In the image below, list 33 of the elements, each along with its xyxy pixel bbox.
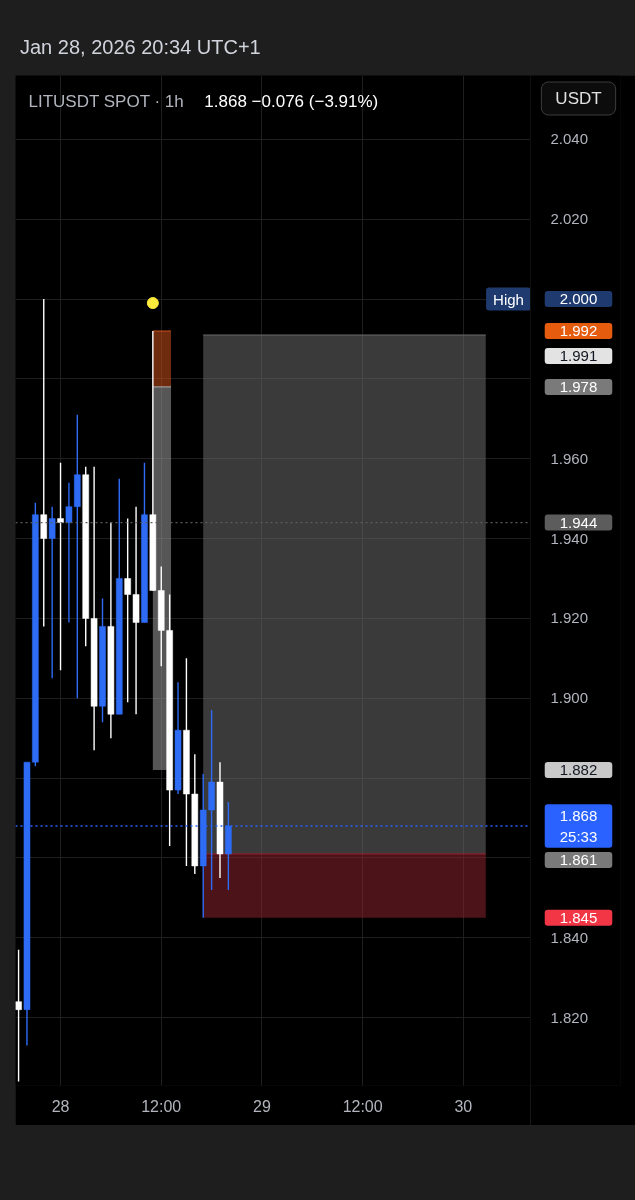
text: 1.861 xyxy=(559,851,598,869)
ref-line-label: 1.944 xyxy=(559,513,598,531)
candlestick xyxy=(40,298,48,628)
y-tick-label: 1.940 xyxy=(550,529,589,547)
y-tick-label: 1.920 xyxy=(550,609,589,627)
annotation: High xyxy=(493,290,524,308)
candlestick xyxy=(48,505,56,680)
text: 2.000 xyxy=(559,290,598,308)
text: Jan 28, 2026 20:34 UTC+1 xyxy=(20,35,261,59)
candlestick xyxy=(74,414,81,699)
text: 1.882 xyxy=(559,761,598,779)
x-tick-label: 12:00 xyxy=(141,1097,182,1115)
y-tick-label: 1.840 xyxy=(550,928,589,946)
text: 1.991 xyxy=(559,346,598,364)
x-tick-label: 30 xyxy=(454,1097,473,1115)
text: 1.992 xyxy=(559,321,598,339)
y-tick-label: 1.820 xyxy=(550,1008,589,1026)
text: 1.978 xyxy=(559,377,598,395)
candlestick xyxy=(15,949,22,1083)
text: 1.845 xyxy=(559,908,598,926)
candlestick xyxy=(65,481,73,624)
y-tick-label: 1.960 xyxy=(550,449,589,467)
ref-line-label: 1.868 25:33 xyxy=(559,807,598,845)
y-axis-title: USDT xyxy=(555,89,602,108)
y-tick-label: 2.040 xyxy=(550,130,589,148)
text: LITUSDT SPOT · 1h xyxy=(28,92,184,111)
x-tick-label: 28 xyxy=(51,1097,70,1115)
y-tick-label: 2.020 xyxy=(550,210,589,228)
x-tick-label: 29 xyxy=(253,1097,271,1115)
candlestick xyxy=(57,462,64,672)
text: 1.868 −0.076 (−3.91%) xyxy=(204,92,379,111)
x-tick-label: 12:00 xyxy=(342,1097,383,1115)
y-tick-label: 1.900 xyxy=(550,689,589,707)
